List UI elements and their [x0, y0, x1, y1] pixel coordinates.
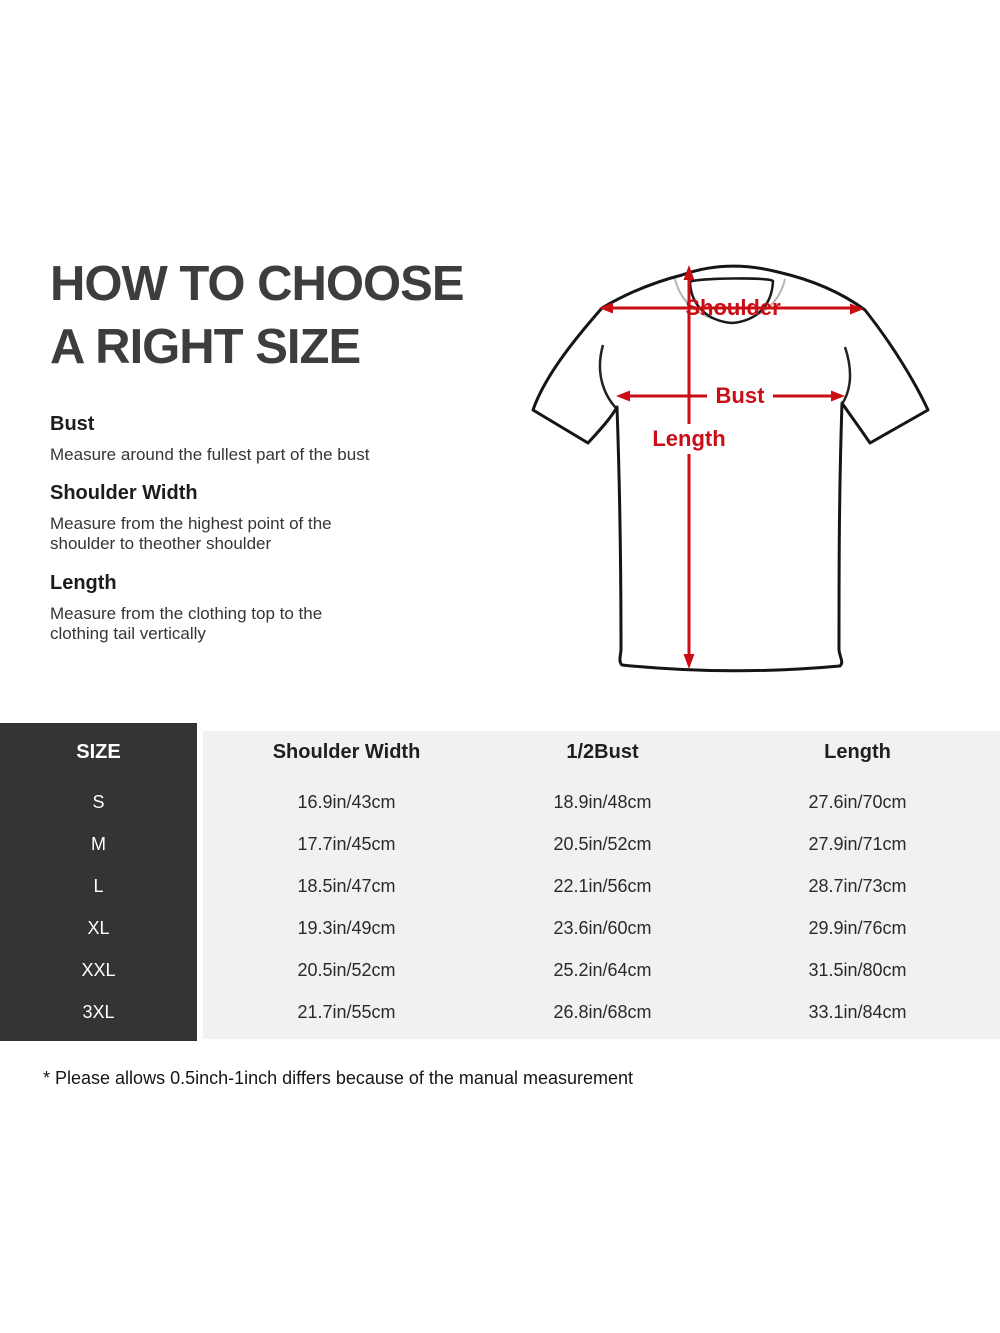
- size-column-background: [0, 723, 197, 1041]
- page-title-line2: A RIGHT SIZE: [50, 320, 361, 374]
- tshirt-measure-diagram: Shoulder Bust Length: [531, 264, 930, 673]
- length-value: 27.6in/70cm: [808, 791, 907, 812]
- table-row-l: L 18.5in/47cm 22.1in/56cm 28.7in/73cm: [0, 865, 1000, 907]
- page-title: HOW TO CHOOSE A RIGHT SIZE: [50, 253, 465, 379]
- size-label: S: [92, 791, 105, 812]
- page-title-line1: HOW TO CHOOSE: [50, 257, 465, 311]
- shoulder-value: 16.9in/43cm: [297, 791, 396, 812]
- bust-value: 26.8in/68cm: [553, 1001, 652, 1022]
- length-label: Length: [652, 426, 725, 451]
- bust-value: 18.9in/48cm: [553, 791, 652, 812]
- shoulder-value: 18.5in/47cm: [297, 875, 396, 896]
- table-row-xxl: XXL 20.5in/52cm 25.2in/64cm 31.5in/80cm: [0, 949, 1000, 991]
- bust-value: 20.5in/52cm: [553, 833, 652, 854]
- instruction-shoulder-text-line2: shoulder to theother shoulder: [50, 534, 272, 553]
- table-row-s: S 16.9in/43cm 18.9in/48cm 27.6in/70cm: [0, 781, 1000, 823]
- bust-label: Bust: [716, 383, 766, 408]
- table-row-m: M 17.7in/45cm 20.5in/52cm 27.9in/71cm: [0, 823, 1000, 865]
- instruction-length-text-line2: clothing tail vertically: [50, 624, 206, 643]
- length-value: 27.9in/71cm: [808, 833, 907, 854]
- instruction-shoulder-heading: Shoulder Width: [50, 482, 198, 504]
- length-value: 33.1in/84cm: [808, 1001, 907, 1022]
- instruction-bust-text: Measure around the fullest part of the b…: [50, 445, 370, 464]
- sleeve-seam-right: [840, 346, 852, 405]
- instruction-bust: Bust Measure around the fullest part of …: [50, 413, 470, 465]
- header-shoulder-width: Shoulder Width: [272, 740, 421, 763]
- instruction-length-text-line1: Measure from the clothing top to the: [50, 604, 323, 623]
- length-label-backing: [650, 426, 728, 452]
- shoulder-label: Shoulder: [685, 295, 781, 320]
- tshirt-outline: [531, 264, 930, 673]
- length-value: 29.9in/76cm: [808, 917, 907, 938]
- size-label: XXL: [81, 959, 116, 980]
- size-table-background: [203, 731, 1000, 1039]
- table-row-xl: XL 19.3in/49cm 23.6in/60cm 29.9in/76cm: [0, 907, 1000, 949]
- instruction-length: Length Measure from the clothing top to …: [50, 572, 470, 644]
- size-table-header-row: SIZE Shoulder Width 1/2Bust Length: [0, 723, 1000, 781]
- length-value: 28.7in/73cm: [808, 875, 907, 896]
- size-label: L: [93, 875, 104, 896]
- bust-value: 25.2in/64cm: [553, 959, 652, 980]
- length-arrow: [683, 265, 695, 669]
- measurement-disclaimer: * Please allows 0.5inch-1inch differs be…: [43, 1068, 634, 1088]
- shoulder-value: 21.7in/55cm: [297, 1001, 396, 1022]
- header-size: SIZE: [76, 740, 121, 763]
- bust-value: 23.6in/60cm: [553, 917, 652, 938]
- header-half-bust: 1/2Bust: [566, 740, 639, 763]
- header-length: Length: [824, 740, 891, 763]
- size-label: M: [91, 833, 106, 854]
- size-label: XL: [87, 917, 110, 938]
- size-table: SIZE Shoulder Width 1/2Bust Length S 16.…: [0, 723, 1000, 1041]
- sleeve-seam-left: [598, 344, 617, 409]
- bust-arrow: [616, 390, 845, 402]
- shoulder-value: 19.3in/49cm: [297, 917, 396, 938]
- instruction-shoulder: Shoulder Width Measure from the highest …: [50, 482, 470, 554]
- length-value: 31.5in/80cm: [808, 959, 907, 980]
- table-row-3xl: 3XL 21.7in/55cm 26.8in/68cm 33.1in/84cm: [0, 991, 1000, 1033]
- instruction-shoulder-text-line1: Measure from the highest point of the: [50, 514, 332, 533]
- instruction-bust-heading: Bust: [50, 413, 95, 435]
- size-label: 3XL: [82, 1001, 115, 1022]
- shoulder-value: 17.7in/45cm: [297, 833, 396, 854]
- bust-value: 22.1in/56cm: [553, 875, 652, 896]
- shoulder-value: 20.5in/52cm: [297, 959, 396, 980]
- instruction-length-heading: Length: [50, 572, 117, 594]
- shoulder-arrow: [599, 302, 864, 315]
